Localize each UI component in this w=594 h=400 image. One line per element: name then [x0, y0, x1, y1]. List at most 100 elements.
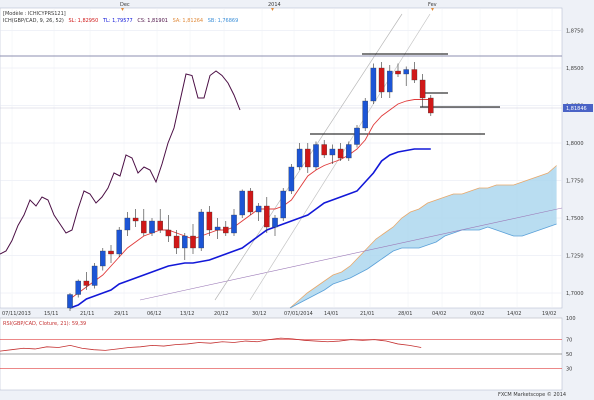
date-tick-label: 28/01	[398, 311, 412, 317]
candle-body[interactable]	[305, 148, 311, 168]
candle-body[interactable]	[173, 235, 180, 249]
candle-body[interactable]	[108, 250, 114, 255]
date-tick-label: 15/11	[44, 311, 58, 317]
marker-dec-icon	[121, 8, 124, 11]
candle-body[interactable]	[141, 220, 147, 234]
price-tick-label: 1,7750	[566, 179, 584, 185]
marker-2014: 2014	[268, 2, 281, 8]
date-tick-label: 20/12	[214, 311, 228, 317]
candle-body[interactable]	[264, 205, 270, 228]
date-tick-label: 21/11	[80, 311, 94, 317]
candle-body[interactable]	[346, 144, 352, 159]
cloud-area	[290, 165, 557, 308]
candle-body[interactable]	[190, 235, 196, 249]
candle-body[interactable]	[223, 226, 229, 234]
tl-label: TL: 1,79577	[102, 18, 133, 24]
marker-fev: Fev	[428, 2, 437, 8]
marker-fev-icon	[431, 8, 434, 11]
price-tick-label: 1,8500	[566, 66, 584, 72]
date-tick-label: 09/02	[470, 311, 484, 317]
candle-body[interactable]	[214, 226, 221, 231]
candle-body[interactable]	[362, 100, 368, 129]
date-tick-label: 21/01	[360, 311, 374, 317]
candle-body[interactable]	[337, 148, 344, 159]
date-tick-label: 07/11/2013	[2, 311, 31, 317]
candle-body[interactable]	[83, 280, 90, 286]
candle-body[interactable]	[296, 148, 303, 168]
svg-text:ICH(GBP/CAD, 9, 26, 52): ICH(GBP/CAD, 9, 26, 52) SL: 1,82950 TL: …	[3, 18, 238, 24]
candle-body[interactable]	[370, 67, 377, 102]
date-tick-label: 30/12	[252, 311, 266, 317]
date-tick-label: 19/02	[542, 311, 556, 317]
candle-body[interactable]	[329, 148, 336, 156]
rsi-tick-label: 50	[566, 352, 572, 358]
candle-body[interactable]	[378, 67, 385, 93]
long-trendline[interactable]	[139, 207, 563, 301]
current-price-text: 1,81846	[566, 106, 587, 112]
price-tick-label: 1,7000	[566, 291, 584, 297]
candle-body[interactable]	[395, 70, 401, 75]
rsi-tick-label: 30	[566, 366, 572, 372]
kijun-line	[69, 148, 431, 309]
date-tick-label: 13/12	[180, 311, 194, 317]
candle-body[interactable]	[321, 144, 327, 156]
rsi-label: RSI(GBP/CAD, Cloture, 21): 59,39	[3, 321, 86, 327]
candle-body[interactable]	[403, 69, 409, 75]
candle-body[interactable]	[231, 214, 237, 234]
model-line: [Modèle : ICHICYPRS121]	[3, 10, 66, 17]
candle-body[interactable]	[67, 294, 73, 309]
price-tick-label: 1,8750	[566, 29, 584, 35]
rsi-line	[0, 337, 422, 352]
rsi-tick-label: 70	[566, 338, 572, 344]
current-price-badge	[563, 104, 593, 112]
date-tick-label: 14/01	[324, 311, 338, 317]
candle-body[interactable]	[247, 190, 254, 213]
candle-body[interactable]	[165, 229, 172, 237]
copyright-text: FXCM Marketscope © 2014	[498, 391, 566, 398]
ichimoku-name: ICH(GBP/CAD, 9, 26, 52)	[3, 18, 64, 24]
rsi-indicator: 100 70 50 30	[0, 316, 576, 372]
rsi-tick-label: 100	[566, 316, 576, 322]
candle-body[interactable]	[255, 205, 262, 213]
date-tick-label: 06/12	[147, 311, 161, 317]
marker-2014-icon	[271, 8, 274, 11]
candle-body[interactable]	[157, 220, 163, 231]
sl-label: SL: 1,82950	[68, 18, 98, 24]
candle-body[interactable]	[198, 211, 204, 249]
candle-body[interactable]	[206, 211, 213, 231]
candle-body[interactable]	[288, 166, 295, 192]
senkou-b-line	[289, 223, 557, 309]
candle-body[interactable]	[91, 265, 98, 286]
date-tick-label: 29/11	[114, 311, 128, 317]
candle-body[interactable]	[272, 217, 278, 228]
sa-label: SA: 1,81264	[173, 18, 204, 24]
candlestick-series[interactable]	[67, 62, 434, 311]
candle-body[interactable]	[75, 280, 81, 295]
candle-body[interactable]	[132, 217, 139, 222]
price-panel	[0, 7, 563, 309]
marker-dec: Dec	[120, 2, 130, 8]
sb-label: SB: 1,76869	[208, 18, 239, 24]
candle-body[interactable]	[116, 229, 122, 255]
candle-body[interactable]	[387, 70, 393, 93]
date-tick-label: 14/02	[507, 311, 521, 317]
candle-body[interactable]	[428, 97, 434, 114]
date-tick-label: 04/02	[432, 311, 446, 317]
candle-body[interactable]	[411, 69, 418, 81]
candle-body[interactable]	[149, 220, 155, 234]
candle-body[interactable]	[239, 190, 245, 216]
date-axis: 07/11/2013 15/11 21/11 29/11 06/12 13/12 20/12…	[2, 311, 556, 317]
cs-label: CS: 1,81901	[137, 18, 168, 24]
candle-body[interactable]	[124, 217, 131, 231]
ichimoku-cloud	[289, 165, 557, 309]
candle-body[interactable]	[100, 250, 106, 267]
date-tick-label: 07/01/2014	[284, 311, 313, 317]
candle-body[interactable]	[419, 79, 426, 99]
price-tick-label: 1,8000	[566, 141, 584, 147]
candle-body[interactable]	[280, 190, 286, 219]
candle-body[interactable]	[354, 127, 360, 145]
candle-body[interactable]	[182, 235, 188, 249]
candle-body[interactable]	[313, 144, 319, 168]
